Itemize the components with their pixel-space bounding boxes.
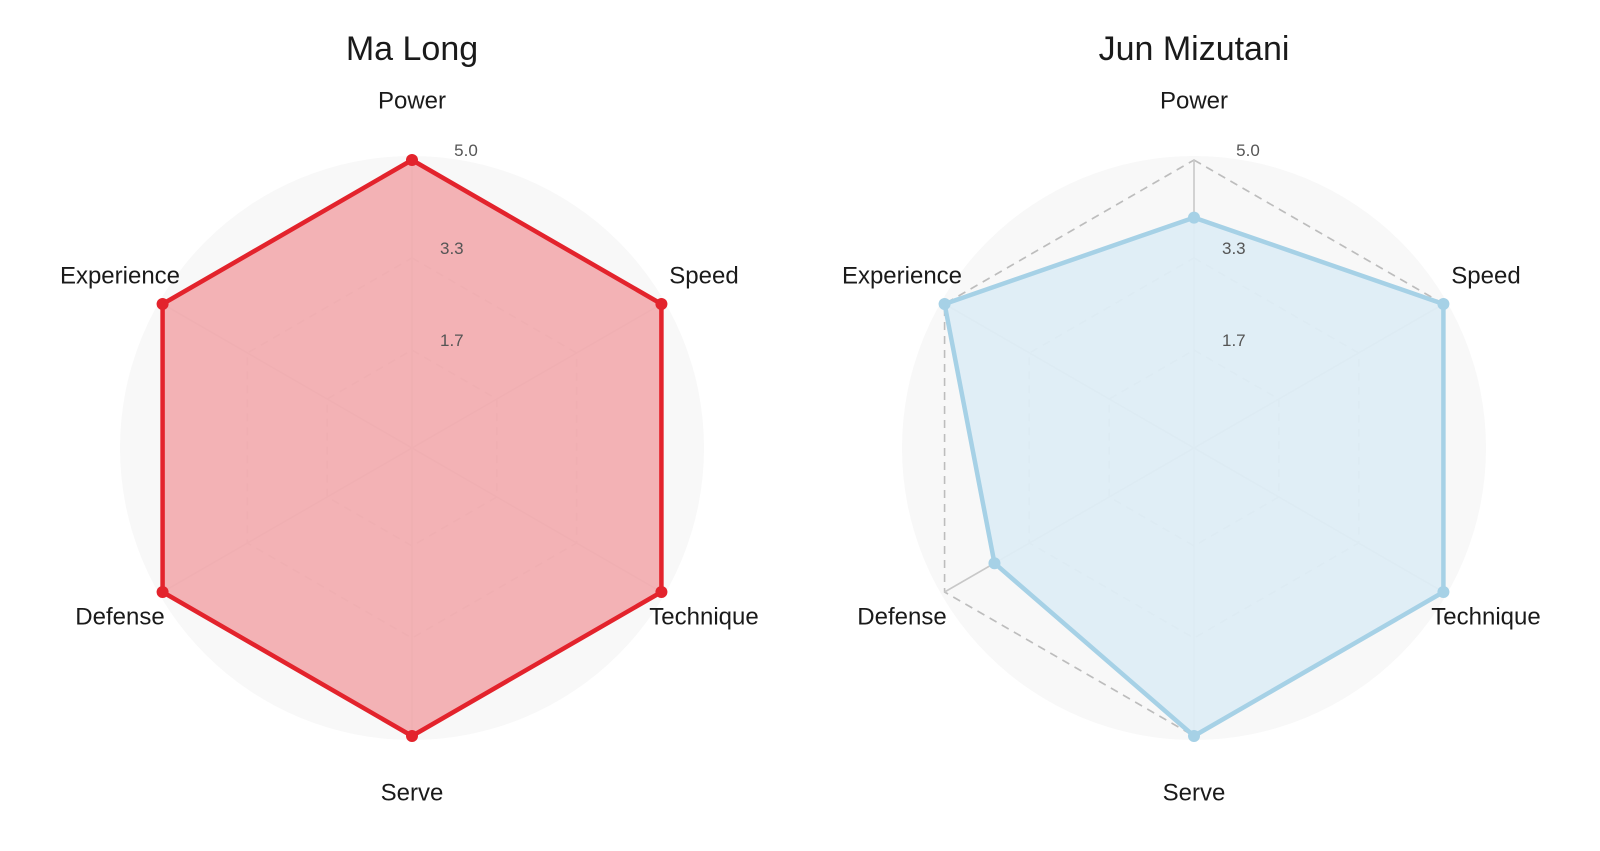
radial-tick-label: 3.3 [1222,239,1246,258]
data-point [156,586,169,598]
data-point [1188,211,1200,224]
axis-label-serve: Serve [381,779,444,806]
data-point [406,154,418,166]
radial-tick-label: 3.3 [440,239,464,258]
radial-tick-label: 1.7 [1222,331,1246,350]
radial-tick-label: 5.0 [1236,141,1260,160]
axis-label-speed: Speed [1451,262,1520,289]
axis-label-speed: Speed [669,262,738,289]
axis-label-technique: Technique [1431,603,1540,630]
data-point [406,730,418,742]
data-point [655,586,668,598]
data-point [156,298,169,310]
data-point [938,298,951,310]
radial-tick-label: 5.0 [454,141,478,160]
radar-chart-0: Ma Long 1.7 3.3 5.0 Power Speed Technique Serve… [60,30,759,806]
data-point [1437,298,1450,310]
axis-label-technique: Technique [649,603,758,630]
axis-label-power: Power [378,87,446,114]
chart-title: Ma Long [346,30,478,68]
data-point [988,557,1001,570]
axis-label-serve: Serve [1163,779,1226,806]
data-point [1188,730,1200,742]
axis-label-power: Power [1160,87,1228,114]
radial-tick-label: 1.7 [440,331,464,350]
axis-label-experience: Experience [842,262,962,289]
axis-label-defense: Defense [75,603,164,630]
data-point [1437,586,1450,598]
radar-chart-1: Jun Mizutani 1.7 3.3 5.0 Power Speed Technique… [842,30,1541,806]
axis-label-experience: Experience [60,262,180,289]
data-point [655,298,668,310]
series-area [944,217,1444,737]
chart-title: Jun Mizutani [1099,30,1290,68]
axis-label-defense: Defense [857,603,946,630]
series-area [162,160,662,736]
